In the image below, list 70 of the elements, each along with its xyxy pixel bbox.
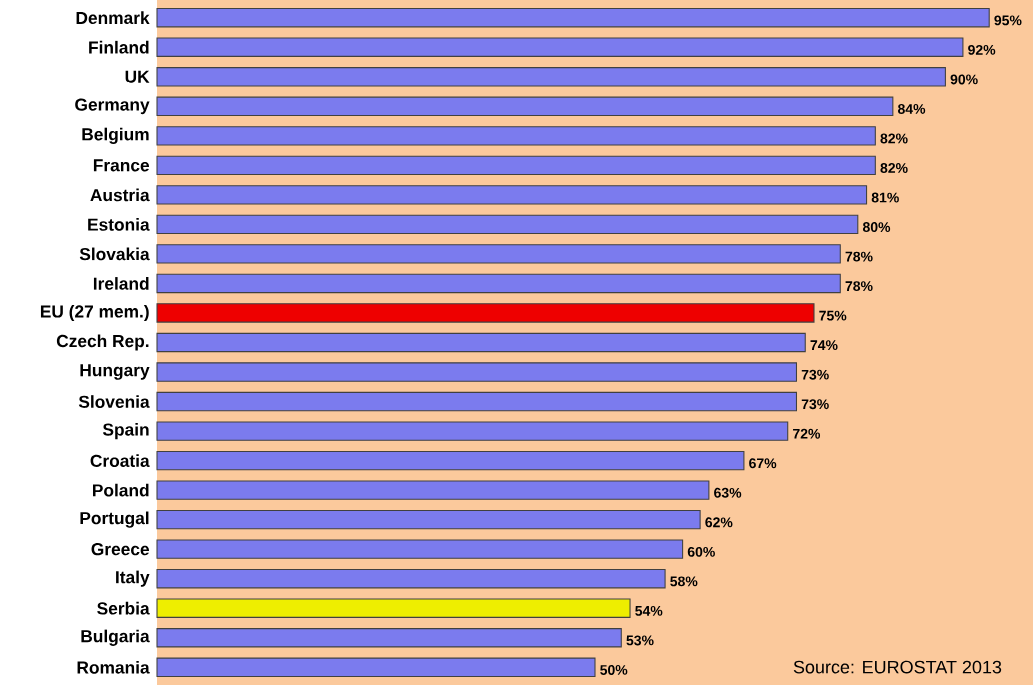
bar: [156, 126, 876, 146]
data-label: 82%: [880, 133, 908, 144]
bar: [156, 628, 622, 648]
y-tick-label: France: [93, 159, 150, 172]
bar: [156, 480, 710, 500]
y-tick-label: Portugal: [80, 511, 149, 528]
bar: [156, 185, 868, 205]
bar: [156, 391, 798, 412]
y-tick-label: Poland: [93, 483, 149, 497]
data-label: 53%: [626, 635, 654, 646]
bar: [156, 598, 631, 618]
bar: [156, 244, 841, 264]
data-label: 67%: [749, 458, 777, 469]
bar: [156, 96, 894, 116]
bar: [156, 362, 798, 382]
bar: [156, 539, 684, 559]
y-tick-label: UK: [125, 70, 150, 83]
bar: [156, 214, 859, 235]
y-tick-label: Bulgaria: [81, 629, 150, 646]
y-tick-label: Spain: [102, 422, 149, 440]
annotation: Source: EUROSTAT 2013: [793, 660, 1002, 674]
y-tick-label: Slovakia: [79, 247, 150, 261]
data-label: 78%: [845, 281, 873, 292]
y-tick-label: Hungary: [80, 364, 150, 380]
data-label: 92%: [968, 44, 996, 55]
data-label: 78%: [845, 251, 873, 262]
data-label: 54%: [635, 605, 663, 616]
y-tick-label: Romania: [77, 660, 150, 674]
y-tick-label: Croatia: [90, 454, 150, 467]
data-label: 62%: [705, 517, 733, 528]
y-tick-label: Czech Rep.: [56, 334, 149, 351]
bar: [156, 8, 990, 28]
y-tick-label: Greece: [91, 543, 150, 556]
y-tick-label: Estonia: [88, 218, 150, 231]
data-label: 60%: [687, 546, 715, 557]
y-tick-label: EU (27 mem.): [40, 304, 149, 322]
bar: [156, 450, 745, 471]
data-label: 80%: [862, 222, 891, 233]
bar: [156, 657, 596, 677]
bar: [156, 569, 666, 589]
data-label: 95%: [994, 15, 1022, 26]
bar: [156, 155, 876, 176]
data-label: 63%: [714, 487, 742, 498]
y-tick-label: Austria: [90, 188, 150, 202]
data-label: 74%: [810, 340, 838, 351]
y-tick-label: Ireland: [93, 277, 149, 290]
data-label: 73%: [801, 399, 829, 410]
y-tick-label: Finland: [89, 40, 149, 54]
bar: [156, 421, 789, 441]
y-tick-label: Serbia: [97, 601, 150, 615]
data-label: 82%: [880, 163, 908, 173]
bar: [156, 67, 946, 87]
y-tick-label: Slovenia: [78, 395, 150, 408]
data-label: 50%: [600, 665, 628, 675]
data-label: 81%: [871, 192, 899, 203]
bar: [156, 37, 964, 57]
data-label: 58%: [670, 576, 698, 587]
y-tick-label: Italy: [116, 570, 150, 587]
data-label: 72%: [793, 428, 821, 439]
bar: [156, 273, 841, 294]
data-label: 84%: [897, 104, 926, 114]
y-tick-label: Belgium: [82, 127, 149, 144]
data-label: 90%: [950, 74, 978, 85]
data-label: 75%: [819, 310, 847, 321]
data-label: 73%: [801, 369, 829, 380]
y-tick-label: Germany: [75, 98, 150, 115]
y-tick-label: Denmark: [76, 11, 150, 25]
bar: [156, 303, 815, 323]
bar: [156, 509, 701, 530]
bar: [156, 332, 806, 353]
